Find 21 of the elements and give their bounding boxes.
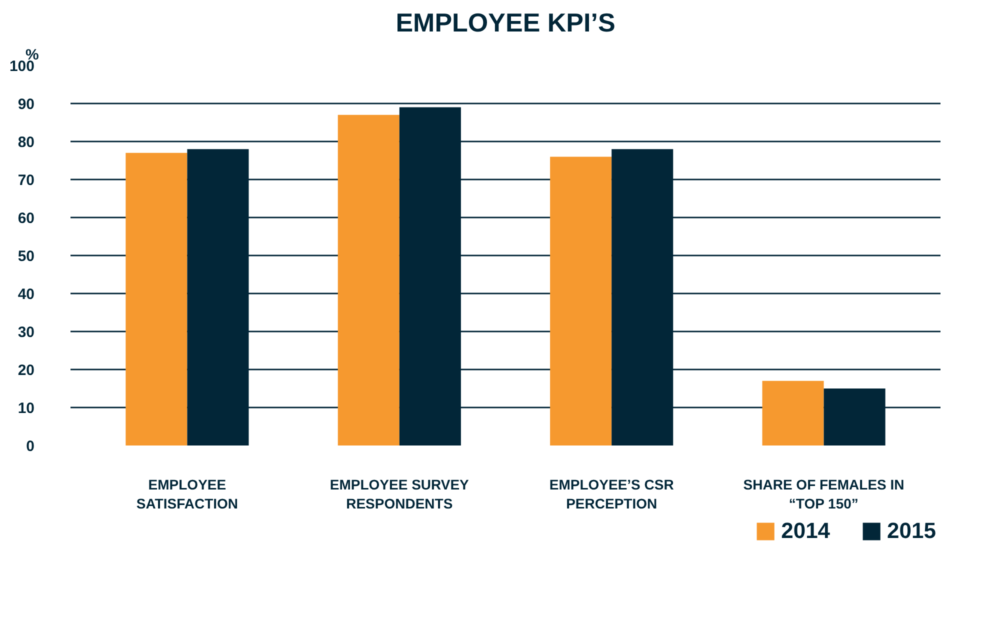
- bar: [550, 156, 612, 446]
- y-tick-label: 70: [18, 172, 35, 189]
- chart-title: EMPLOYEE KPI’S: [396, 8, 616, 38]
- y-tick-label: 0: [26, 438, 34, 455]
- x-tick-label: SHARE OF FEMALES IN “TOP 150”: [743, 476, 904, 512]
- y-tick-label: 90: [18, 96, 35, 113]
- y-tick-label: 30: [18, 324, 35, 341]
- bar: [338, 114, 400, 446]
- x-tick-label: EMPLOYEE SURVEY RESPONDENTS: [330, 476, 470, 512]
- y-tick-label: 40: [18, 286, 35, 303]
- bar: [762, 380, 824, 446]
- y-tick-label: 60: [18, 210, 35, 227]
- y-tick-label: 80: [18, 134, 35, 151]
- legend-label: 2014: [781, 518, 830, 544]
- y-tick-label: 50: [18, 248, 35, 265]
- x-tick-label: EMPLOYEE SATISFACTION: [136, 476, 238, 512]
- x-tick-label: EMPLOYEE’S CSR PERCEPTION: [549, 476, 674, 512]
- bar: [126, 152, 188, 446]
- y-tick-label: 20: [18, 362, 35, 379]
- legend-label: 2015: [887, 518, 936, 544]
- y-tick-label: 10: [18, 400, 35, 417]
